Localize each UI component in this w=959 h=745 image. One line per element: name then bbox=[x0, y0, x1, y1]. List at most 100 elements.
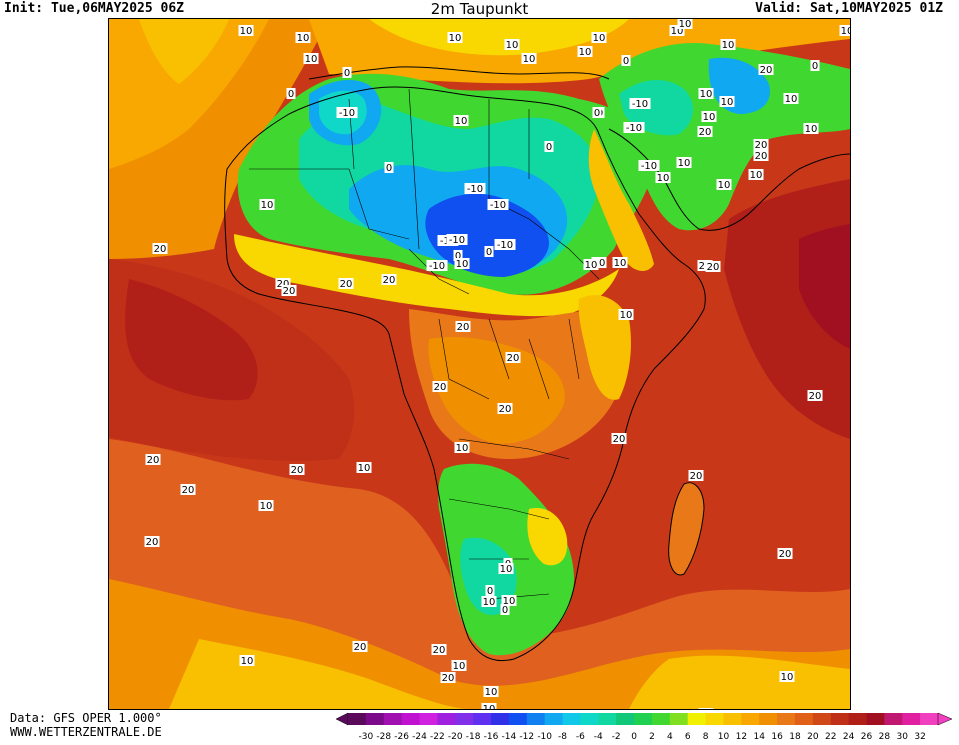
svg-text:0: 0 bbox=[594, 108, 600, 119]
init-time-label: Init: Tue,06MAY2025 06Z bbox=[4, 1, 185, 16]
svg-text:20: 20 bbox=[699, 261, 712, 272]
contour-label: 10 bbox=[356, 462, 372, 474]
contour-label: -10 bbox=[446, 234, 468, 246]
colorbar-tick-label: 2 bbox=[649, 732, 655, 741]
contour-label: 0 bbox=[810, 60, 820, 72]
svg-text:10: 10 bbox=[523, 54, 536, 65]
colorbar-tick-label: 30 bbox=[897, 732, 909, 741]
contour-label: 0 bbox=[621, 55, 631, 67]
colorbar-swatch bbox=[651, 713, 671, 725]
contour-label: 20 bbox=[431, 644, 447, 656]
contour-label: 20 bbox=[352, 641, 368, 653]
contour-label: 10 bbox=[577, 46, 593, 58]
colorbar-tick-label: 18 bbox=[789, 732, 801, 741]
svg-text:10: 10 bbox=[722, 40, 735, 51]
colorbar-swatch bbox=[544, 713, 564, 725]
svg-text:-10: -10 bbox=[632, 99, 648, 110]
contour-label: 20 bbox=[705, 261, 721, 273]
contour-label: 10 bbox=[618, 309, 634, 321]
colorbar-swatch bbox=[741, 713, 760, 725]
colorbar-swatch bbox=[777, 713, 796, 725]
contour-label: 0 bbox=[484, 246, 494, 258]
contour-label: -10 bbox=[623, 122, 645, 134]
contour-label: 0 bbox=[544, 141, 554, 153]
colorbar-tick-label: -12 bbox=[519, 732, 534, 741]
svg-text:20: 20 bbox=[707, 262, 720, 273]
atlantic-darker bbox=[125, 279, 258, 401]
contour-label: 10 bbox=[676, 157, 692, 169]
colorbar-swatch bbox=[365, 713, 385, 725]
colorbar-swatch bbox=[473, 713, 492, 725]
contour-label: 20 bbox=[753, 150, 769, 162]
svg-text:10: 10 bbox=[679, 19, 692, 30]
colorbar-swatch bbox=[884, 713, 903, 725]
contour-label: 0 bbox=[592, 107, 602, 119]
colorbar-swatch bbox=[419, 713, 438, 725]
contour-label: 10 bbox=[481, 596, 497, 608]
colorbar-tick-label: -22 bbox=[430, 732, 445, 741]
data-source-label: Data: GFS OPER 1.000° bbox=[10, 711, 162, 725]
svg-text:10: 10 bbox=[700, 89, 713, 100]
contour-label: 10 bbox=[669, 25, 685, 37]
contour-label: 10 bbox=[454, 258, 470, 270]
colorbar-tick-label: -24 bbox=[412, 732, 427, 741]
colorbar-swatch bbox=[920, 713, 939, 725]
indian-ocean-darker bbox=[799, 224, 850, 349]
svg-text:0: 0 bbox=[487, 586, 493, 597]
contour-label: 20 bbox=[275, 278, 291, 290]
svg-text:-10: -10 bbox=[339, 108, 355, 119]
colorbar-swatch bbox=[562, 713, 581, 725]
svg-text:10: 10 bbox=[506, 40, 519, 51]
contour-label: 10 bbox=[451, 660, 467, 672]
colorbar-tick-label: 8 bbox=[703, 732, 709, 741]
svg-text:20: 20 bbox=[809, 391, 822, 402]
svg-text:10: 10 bbox=[449, 33, 462, 44]
contour-label: 20 bbox=[753, 139, 769, 151]
contour-label: 20 bbox=[807, 390, 823, 402]
svg-text:10: 10 bbox=[500, 564, 513, 575]
red-sea-strip bbox=[588, 129, 654, 271]
chart-header: Init: Tue,06MAY2025 06Z 2m Taupunkt Vali… bbox=[0, 0, 959, 18]
contour-label: 20 bbox=[281, 285, 297, 297]
colorbar-swatch bbox=[723, 713, 742, 725]
contour-label: -10 bbox=[487, 199, 509, 211]
contour-label: 10 bbox=[498, 563, 514, 575]
colorbar-swatch bbox=[794, 713, 814, 725]
colorbar-tick-label: -4 bbox=[594, 732, 603, 741]
svg-text:10: 10 bbox=[593, 33, 606, 44]
svg-text:10: 10 bbox=[721, 97, 734, 108]
contour-label: -10 bbox=[426, 260, 448, 272]
contour-label: 10 bbox=[454, 442, 470, 454]
colorbar-swatch bbox=[455, 713, 474, 725]
contour-label: 10 bbox=[701, 111, 717, 123]
colorbar-right-arrow bbox=[937, 712, 953, 726]
contour-label: 10 bbox=[719, 96, 735, 108]
colorbar-swatch bbox=[383, 713, 403, 725]
colorbar-tick-label: 12 bbox=[736, 732, 747, 741]
svg-text:0: 0 bbox=[288, 89, 294, 100]
mediterranean-coastline bbox=[308, 66, 610, 80]
contour-label: 20 bbox=[611, 433, 627, 445]
contour-label: 10 bbox=[481, 703, 497, 709]
contour-label: 20 bbox=[697, 260, 713, 272]
colorbar-tick-label: 6 bbox=[685, 732, 691, 741]
contour-label: 20 bbox=[144, 536, 160, 548]
svg-text:20: 20 bbox=[699, 127, 712, 138]
svg-text:-10: -10 bbox=[490, 200, 506, 211]
contour-label: 10 bbox=[521, 53, 537, 65]
contour-label: 10 bbox=[258, 500, 274, 512]
colorbar-swatch bbox=[902, 713, 921, 725]
svg-text:0: 0 bbox=[623, 56, 629, 67]
svg-text:10: 10 bbox=[456, 443, 469, 454]
svg-text:10: 10 bbox=[240, 26, 253, 37]
contour-label: 10 bbox=[748, 169, 764, 181]
colorbar-tick-label: 32 bbox=[914, 732, 925, 741]
central-africa-field-2 bbox=[428, 337, 565, 444]
colorbar-swatch bbox=[348, 713, 367, 725]
contour-label: 20 bbox=[505, 352, 521, 364]
svg-text:10: 10 bbox=[358, 463, 371, 474]
contour-label: 0 bbox=[500, 604, 510, 616]
contour-label: 20 bbox=[688, 470, 704, 482]
svg-text:10: 10 bbox=[781, 672, 794, 683]
colorbar: -30 -28 -26 -24 -22 -20 -18 -16 -14 -12 -10 -8 -6 -4-… bbox=[334, 711, 959, 742]
